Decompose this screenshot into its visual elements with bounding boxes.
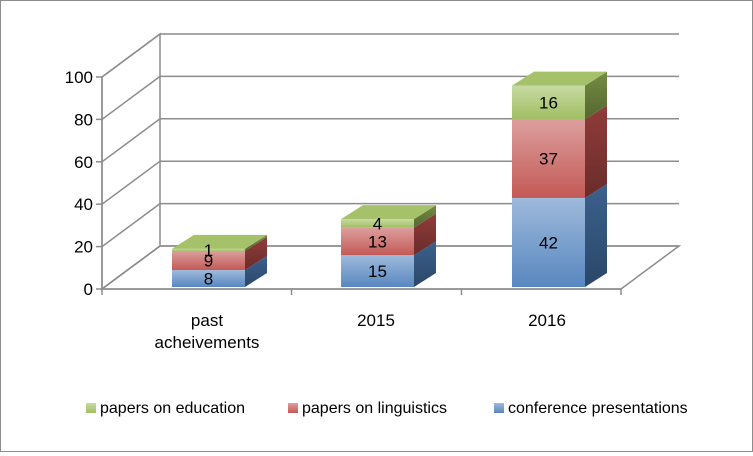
bar-side	[245, 234, 267, 251]
data-label-0-0: 8	[204, 270, 213, 289]
bar-segment-0-0	[172, 256, 267, 287]
data-label-0-2: 1	[204, 241, 213, 260]
bar-front	[172, 248, 245, 251]
x-tick-label-0-1: acheivements	[155, 333, 260, 352]
data-label-1-1: 13	[368, 232, 387, 251]
y-tick-label-80: 80	[74, 110, 93, 129]
gridline-80	[101, 75, 679, 121]
bars	[172, 71, 607, 287]
bar-side	[245, 256, 267, 287]
legend-label: conference presentations	[508, 400, 688, 417]
bar-front	[512, 119, 585, 198]
bar-side	[585, 71, 607, 120]
bar-side	[414, 205, 436, 228]
y-tick-label-60: 60	[74, 153, 93, 172]
bar-side	[245, 236, 267, 271]
legend-swatch	[494, 403, 504, 413]
gridline-100	[101, 33, 679, 78]
data-label-2-2: 16	[539, 94, 558, 113]
bar-front	[172, 270, 245, 287]
legend-item-0: conference presentations	[494, 400, 688, 417]
bar-side	[585, 183, 607, 287]
bar-segment-1-0	[341, 241, 436, 287]
y-tick-label-20: 20	[74, 238, 93, 257]
bar-front	[341, 255, 414, 287]
legend-label: papers on linguistics	[302, 400, 447, 417]
gridline-20	[101, 202, 679, 248]
legend-swatch	[288, 403, 298, 413]
y-tick-label-100: 100	[65, 68, 93, 87]
legend-label: papers on education	[100, 400, 245, 417]
x-tick-label-0-0: past	[191, 311, 223, 330]
bar-segment-2-1	[512, 105, 607, 198]
legend-item-2: papers on education	[86, 400, 245, 417]
bar-front	[512, 85, 585, 120]
gridline-0	[101, 245, 679, 290]
bar-segment-2-0	[512, 183, 607, 287]
data-label-1-0: 15	[368, 262, 387, 281]
data-label-0-1: 9	[204, 252, 213, 271]
bar-front	[172, 250, 245, 271]
bar-side	[414, 213, 436, 256]
bar-front	[512, 197, 585, 287]
gridline-40	[101, 160, 679, 205]
legend: papers on education papers on linguistics…	[86, 400, 688, 417]
bar-segment-0-1	[172, 236, 267, 271]
data-label-2-0: 42	[539, 233, 558, 252]
gridlines	[101, 33, 679, 290]
x-axis: past acheivements 2015 2016	[101, 288, 622, 352]
back-side-wall	[101, 32, 161, 291]
y-axis: 0 20 40 60 80 100	[65, 68, 103, 299]
bar-top	[512, 71, 607, 86]
x-tick-label-2-0: 2016	[528, 311, 566, 330]
bar-segment-1-1	[341, 213, 436, 256]
y-tick-label-40: 40	[74, 195, 93, 214]
gridline-60	[101, 118, 679, 163]
bar-segment-2-2	[512, 71, 607, 120]
data-label-1-2: 4	[373, 214, 382, 233]
bar-side	[585, 105, 607, 198]
bar-segment-0-2	[172, 234, 267, 251]
bar-front	[341, 219, 414, 228]
y-tick-label-0: 0	[84, 280, 93, 299]
bar-top	[341, 205, 436, 220]
bar-front	[341, 227, 414, 256]
legend-item-1: papers on linguistics	[288, 400, 447, 417]
x-tick-label-1-0: 2015	[357, 311, 395, 330]
bar-top	[172, 234, 267, 249]
data-label-2-1: 37	[539, 150, 558, 169]
bar-segment-1-2	[341, 205, 436, 228]
legend-swatch	[86, 403, 96, 413]
data-labels: 891 15 134 42 37 16	[204, 94, 558, 289]
bar-side	[414, 241, 436, 287]
